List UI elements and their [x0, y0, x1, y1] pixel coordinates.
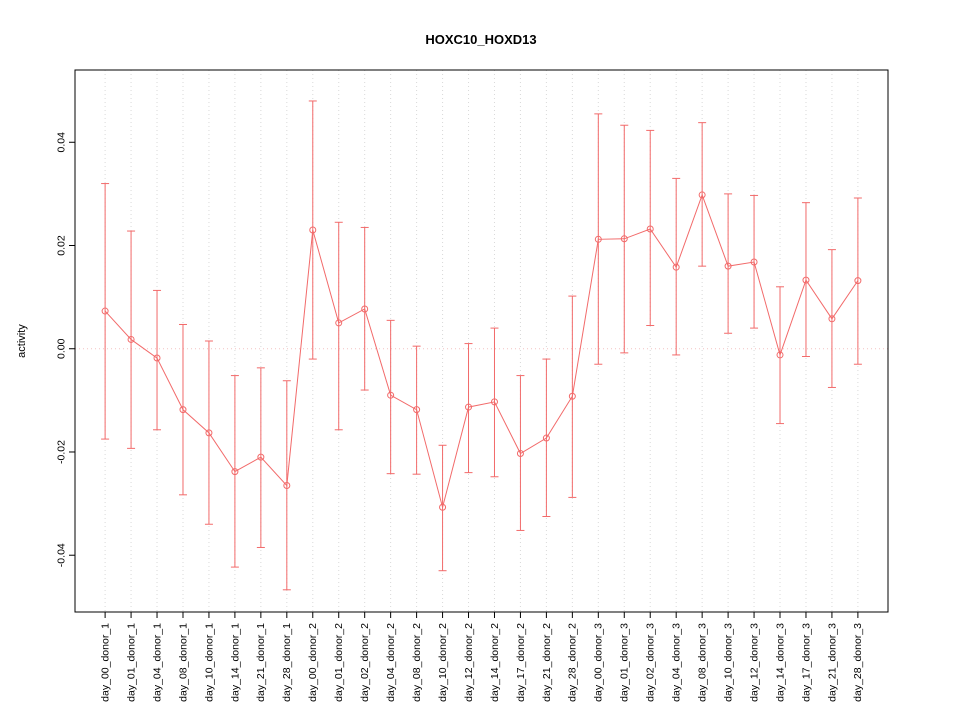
data-point [672, 263, 680, 271]
series-line [104, 193, 859, 510]
x-tick-labels: day_00_donor_1 day_01_donor_1 day_04_donor… [99, 623, 864, 702]
data-point [257, 453, 265, 461]
data-point [828, 315, 836, 323]
x-tick-label: day_10_donor_2 [437, 623, 449, 702]
data-point [283, 482, 291, 490]
x-tick-label: day_10_donor_3 [722, 623, 734, 702]
data-point [516, 450, 524, 458]
y-tick-label: 0.02 [55, 235, 67, 256]
x-tick-label: day_04_donor_3 [671, 623, 683, 702]
data-point [620, 235, 628, 243]
x-tick-label: day_28_donor_2 [567, 623, 579, 702]
data-point [724, 262, 732, 270]
data-point [594, 235, 602, 243]
error-bars [101, 100, 862, 591]
x-tick-label: day_01_donor_1 [125, 623, 137, 702]
x-tick-label: day_01_donor_2 [333, 623, 345, 702]
y-tick-label: -0.02 [55, 440, 67, 464]
plot-border [74, 69, 889, 613]
x-tick-label: day_28_donor_1 [281, 623, 293, 702]
chart-title: HOXC10_HOXD13 [425, 32, 536, 47]
x-tick-label: day_00_donor_1 [99, 623, 111, 702]
data-point [698, 191, 706, 199]
x-tick-label: day_14_donor_3 [774, 623, 786, 702]
data-point [127, 335, 135, 343]
data-point [802, 276, 810, 284]
x-tick-label: day_17_donor_2 [515, 623, 527, 702]
data-point [776, 351, 784, 359]
x-tick-label: day_12_donor_2 [463, 623, 475, 702]
x-tick-label: day_12_donor_3 [748, 623, 760, 702]
data-point [387, 391, 395, 399]
data-point [568, 392, 576, 400]
data-point [335, 319, 343, 327]
data-point [309, 226, 317, 234]
data-point [439, 503, 447, 511]
y-axis-label: activity [16, 324, 28, 358]
data-points [101, 191, 862, 511]
y-tick-label: 0.00 [55, 338, 67, 359]
data-point [231, 468, 239, 476]
x-tick-label: day_00_donor_3 [593, 623, 605, 702]
x-tick-label: day_02_donor_2 [359, 623, 371, 702]
x-tick-label: day_00_donor_2 [307, 623, 319, 702]
data-point [153, 354, 161, 362]
data-point [413, 406, 421, 414]
data-point [854, 277, 862, 285]
x-tick-label: day_21_donor_2 [541, 623, 553, 702]
x-tick-label: day_28_donor_3 [852, 623, 864, 702]
x-tick-label: day_17_donor_3 [800, 623, 812, 702]
x-tick-label: day_14_donor_1 [229, 623, 241, 702]
data-point [750, 258, 758, 266]
data-point [361, 305, 369, 313]
x-tick-label: day_08_donor_3 [697, 623, 709, 702]
x-tick-label: day_02_donor_3 [645, 623, 657, 702]
x-tick-label: day_10_donor_1 [203, 623, 215, 702]
x-tick-label: day_14_donor_2 [489, 623, 501, 702]
series-polyline [104, 193, 859, 510]
plot-box [74, 69, 889, 613]
y-tick-label: 0.04 [55, 132, 67, 153]
x-tick-label: day_04_donor_1 [151, 623, 163, 702]
x-tick-label: day_21_donor_1 [255, 623, 267, 702]
data-point [646, 225, 654, 233]
data-point [101, 307, 109, 315]
x-tick-label: day_04_donor_2 [385, 623, 397, 702]
x-tick-label: day_21_donor_3 [826, 623, 838, 702]
data-point [205, 429, 213, 437]
data-point [490, 398, 498, 406]
y-tick-label: -0.04 [55, 543, 67, 567]
gridlines [104, 70, 859, 612]
y-tick-labels: -0.04 -0.02 0.00 0.02 0.04 [55, 132, 67, 567]
data-point [179, 406, 187, 414]
data-point [542, 434, 550, 442]
data-point [465, 403, 473, 411]
axis-ticks [69, 141, 859, 618]
x-tick-label: day_01_donor_3 [619, 623, 631, 702]
x-tick-label: day_08_donor_1 [177, 623, 189, 702]
x-tick-label: day_08_donor_2 [411, 623, 423, 702]
